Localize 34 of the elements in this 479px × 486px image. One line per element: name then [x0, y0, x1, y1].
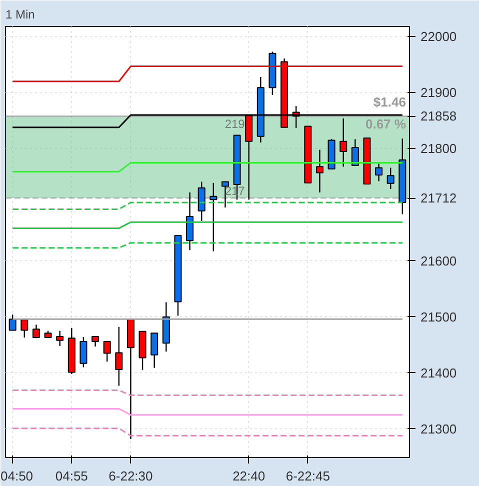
- x-tick-label: 6-22:45: [286, 468, 330, 484]
- y-tick-label: 22000: [420, 29, 457, 44]
- candlestick: [92, 336, 100, 348]
- candlestick: [32, 324, 40, 339]
- x-tick-label: 04:50: [0, 468, 34, 484]
- candlestick: [20, 319, 28, 338]
- y-tick-label: 21800: [420, 141, 457, 156]
- candlestick: [80, 336, 88, 368]
- y-tick-label: 21400: [420, 365, 457, 380]
- ref-line-label: 21858: [420, 108, 457, 124]
- candlestick: [316, 149, 324, 193]
- x-tick-label: 6-22:30: [108, 468, 153, 484]
- x-tick-label: 04:55: [55, 468, 88, 484]
- x-tick-label: 22:40: [232, 468, 266, 484]
- candlestick: [103, 340, 111, 362]
- y-tick-label: 21900: [420, 85, 457, 100]
- candlestick: [340, 118, 348, 168]
- candlestick: [210, 182, 218, 252]
- ref-line-label: 21712: [420, 190, 457, 206]
- y-tick-label: 21300: [420, 421, 457, 436]
- candlestick: [375, 163, 383, 182]
- annotation: $1.46: [373, 94, 406, 110]
- candlestick: [351, 138, 359, 166]
- y-tick-label: 21500: [420, 309, 457, 324]
- candlestick: [150, 332, 158, 368]
- y-tick-label: 21600: [420, 253, 457, 268]
- candlestick: [115, 326, 123, 386]
- annotation: 0.67 %: [365, 116, 406, 132]
- candlestick: [198, 181, 206, 222]
- annotation: 219: [224, 116, 246, 131]
- candlestick: [386, 167, 394, 190]
- candlestick: [56, 330, 64, 347]
- chart-title: 1 Min: [6, 8, 35, 22]
- candlestick: [8, 314, 16, 331]
